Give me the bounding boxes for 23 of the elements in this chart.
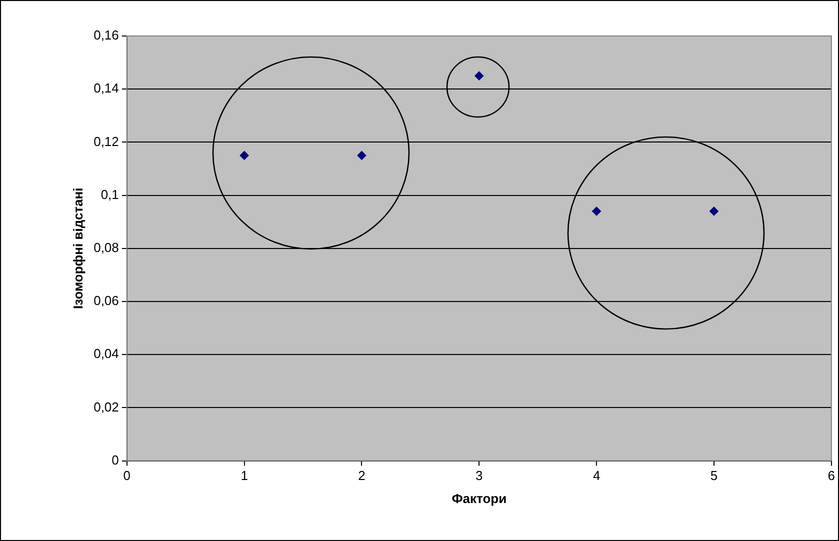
x-axis-title: Фактори [452,490,507,506]
y-axis-title: Ізоморфні відстані [70,188,86,310]
y-tick-label: 0,08 [94,240,119,255]
x-tick-label: 1 [240,468,248,484]
point [592,206,602,216]
point [240,150,249,160]
x-tick-label: 4 [592,468,600,484]
y-tick-label: 0,1 [100,186,119,202]
y-tick-label: 0,14 [94,80,119,96]
y-tick-label: 0,06 [94,293,119,308]
x-tick-label: 2 [358,468,366,484]
x-tick-label: 3 [476,468,483,484]
y-tick-label: 0,16 [94,28,119,43]
y-tick-label: 0,04 [94,346,119,362]
x-tick-label: 0 [123,468,131,484]
x-tick-label: 6 [828,468,835,484]
point [357,150,366,160]
point [474,71,484,80]
y-tick-label: 0,02 [94,399,119,414]
y-tick-label: 0,12 [94,134,119,149]
x-tick-label: 5 [710,468,718,484]
y-tick-label: 0 [112,452,119,468]
point [709,206,718,216]
